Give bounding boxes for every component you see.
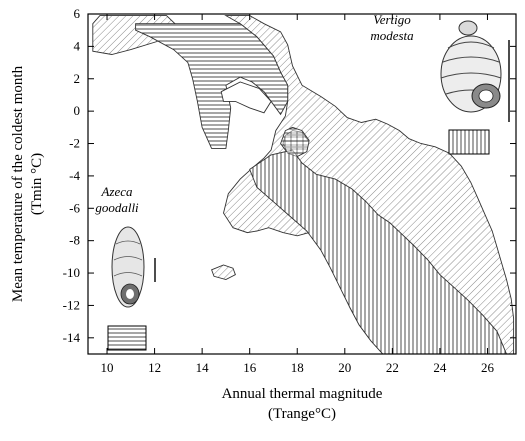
y-tick-label: -4 [69, 168, 80, 183]
y-tick-label: 4 [74, 38, 81, 53]
y-tick-label: -10 [63, 265, 80, 280]
azeca-label-line-2: goodalli [95, 200, 139, 215]
azeca-label-line-1: Azeca [100, 184, 133, 199]
x-axis-unit: (Trange°C) [268, 406, 336, 422]
y-tick-label: -6 [69, 200, 80, 215]
x-tick-label: 16 [243, 360, 257, 375]
x-tick-label: 26 [481, 360, 495, 375]
x-tick-label: 22 [386, 360, 399, 375]
plot-frame [87, 13, 517, 355]
vertigo-label-line-2: modesta [370, 28, 414, 43]
y-tick-label: -14 [63, 330, 81, 345]
x-axis-title: Annual thermal magnitude [222, 386, 383, 402]
range-region-horizontal-lines-0 [135, 23, 289, 149]
y-tick-label: 0 [74, 103, 81, 118]
x-tick-label: 12 [148, 360, 161, 375]
azeca-goodalli-shell-illustration [107, 226, 156, 351]
y-tick-label: -8 [69, 233, 80, 248]
x-tick-label: 24 [433, 360, 447, 375]
y-tick-label: -12 [63, 297, 80, 312]
y-tick-label: 6 [74, 6, 81, 21]
y-axis-title: Mean temperature of the coldest month [10, 65, 26, 302]
x-tick-label: 10 [101, 360, 114, 375]
range-region-diagonal-lines-2 [211, 264, 236, 280]
range-region-vertical-lines-0 [249, 149, 507, 354]
regions-layer [92, 15, 515, 354]
x-tick-label: 18 [291, 360, 304, 375]
empty-hole-0 [220, 81, 272, 114]
x-tick-label: 20 [338, 360, 351, 375]
y-axis-unit: (Tmin °C) [29, 153, 45, 215]
y-tick-label: 2 [74, 71, 81, 86]
y-tick-label: -2 [69, 136, 80, 151]
x-tick-label: 14 [196, 360, 210, 375]
vertigo-label-line-1: Vertigo [373, 12, 411, 27]
vertigo-modesta-shell-illustration [440, 20, 510, 155]
range-overlap-region [282, 130, 310, 157]
